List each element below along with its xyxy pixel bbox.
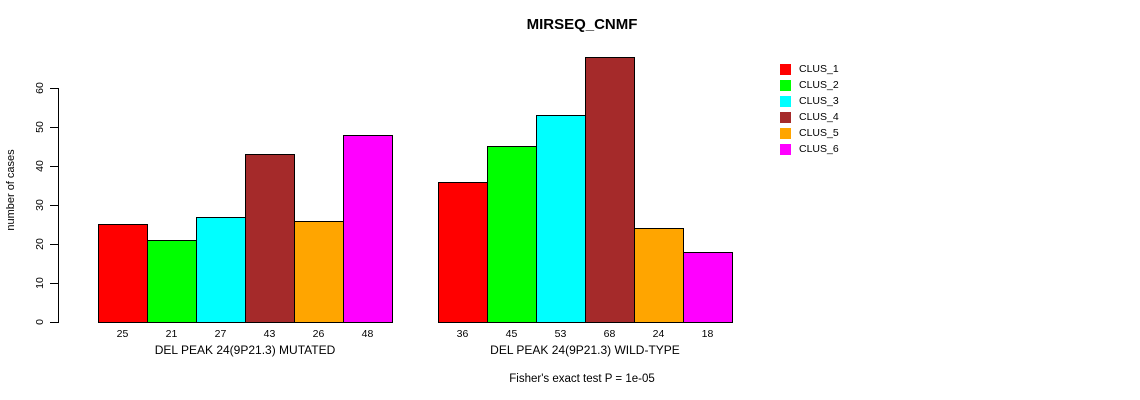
y-axis-line: [58, 88, 59, 323]
bar-value-label: 48: [361, 328, 374, 340]
bar-value-label: 68: [603, 328, 616, 340]
y-tick-label: 10: [34, 277, 46, 289]
bar-value-label: 25: [116, 328, 129, 340]
group-label: DEL PEAK 24(9P21.3) MUTATED: [154, 343, 336, 357]
bar-value-label: 26: [312, 328, 325, 340]
group-label: DEL PEAK 24(9P21.3) WILD-TYPE: [490, 343, 680, 357]
bar-value-label: 36: [456, 328, 469, 340]
legend-label-clus_6: CLUS_6: [799, 143, 839, 155]
bar-clus_6-group2: [683, 252, 733, 323]
y-tick-mark: [50, 88, 58, 89]
bar-clus_3-group1: [196, 217, 246, 323]
y-tick-label: 30: [34, 199, 46, 211]
bar-value-label: 18: [701, 328, 714, 340]
bar-value-label: 43: [263, 328, 276, 340]
y-tick-mark: [50, 283, 58, 284]
y-tick-mark: [50, 166, 58, 167]
bar-clus_6-group1: [343, 135, 393, 323]
y-tick-mark: [50, 322, 58, 323]
annotation-text: Fisher's exact test P = 1e-05: [509, 373, 655, 385]
bar-value-label: 24: [652, 328, 665, 340]
bar-clus_3-group2: [536, 115, 586, 323]
y-tick-label: 50: [34, 121, 46, 133]
bar-value-label: 21: [165, 328, 178, 340]
legend-label-clus_2: CLUS_2: [799, 79, 839, 91]
bar-value-label: 45: [505, 328, 518, 340]
legend-label-clus_5: CLUS_5: [799, 127, 839, 139]
y-axis-label: number of cases: [5, 149, 17, 231]
bar-clus_1-group1: [98, 224, 148, 323]
bar-clus_2-group1: [147, 240, 197, 323]
bar-clus_4-group1: [245, 154, 295, 323]
y-tick-mark: [50, 244, 58, 245]
chart-title: MIRSEQ_CNMF: [526, 16, 638, 33]
legend-swatch-clus_5: [780, 128, 791, 139]
legend-swatch-clus_3: [780, 96, 791, 107]
bar-value-label: 53: [554, 328, 567, 340]
y-tick-label: 20: [34, 238, 46, 250]
legend-label-clus_1: CLUS_1: [799, 63, 839, 75]
bar-clus_5-group1: [294, 221, 344, 323]
y-tick-label: 0: [34, 319, 46, 325]
y-tick-label: 40: [34, 160, 46, 172]
bar-clus_1-group2: [438, 182, 488, 323]
y-tick-mark: [50, 127, 58, 128]
bar-value-label: 27: [214, 328, 227, 340]
bar-clus_2-group2: [487, 146, 537, 323]
legend-swatch-clus_2: [780, 80, 791, 91]
y-tick-label: 60: [34, 82, 46, 94]
bar-clus_4-group2: [585, 57, 635, 323]
legend-label-clus_4: CLUS_4: [799, 111, 839, 123]
bar-clus_5-group2: [634, 228, 684, 323]
legend-swatch-clus_1: [780, 64, 791, 75]
legend-label-clus_3: CLUS_3: [799, 95, 839, 107]
y-tick-mark: [50, 205, 58, 206]
legend-swatch-clus_4: [780, 112, 791, 123]
legend-swatch-clus_6: [780, 144, 791, 155]
